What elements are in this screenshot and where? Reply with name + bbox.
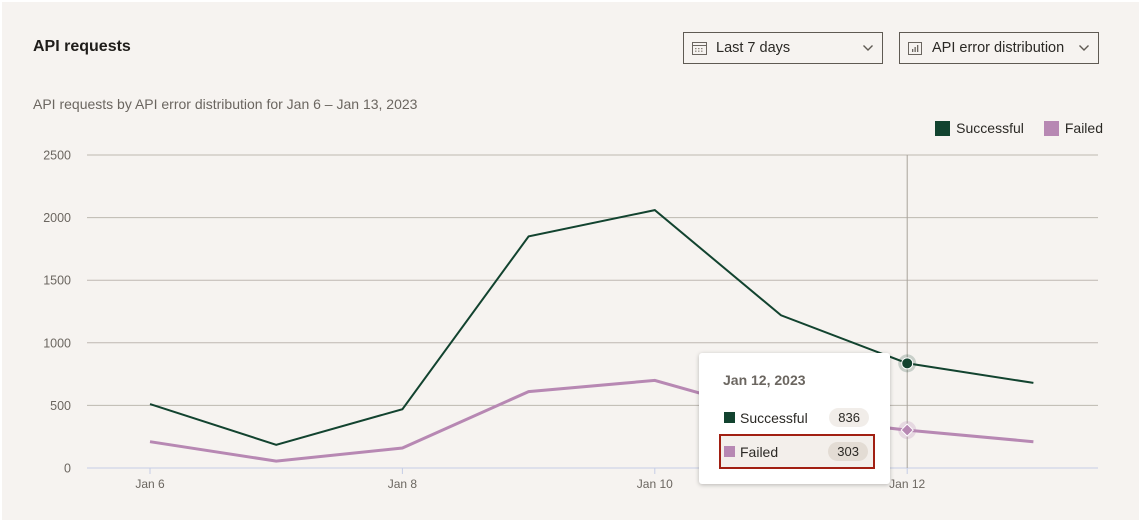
hover-markers bbox=[898, 354, 917, 440]
x-tick-label: Jan 6 bbox=[135, 477, 165, 491]
y-tick-label: 1500 bbox=[43, 274, 71, 288]
x-tick-label: Jan 8 bbox=[388, 477, 418, 491]
tooltip-value-successful: 836 bbox=[829, 408, 869, 427]
metric-label: API error distribution bbox=[932, 40, 1065, 56]
card-title: API requests bbox=[33, 38, 131, 55]
x-axis: Jan 6 Jan 8 Jan 10 Jan 12 bbox=[135, 468, 926, 491]
hover-point-successful bbox=[901, 357, 914, 370]
x-tick-label: Jan 10 bbox=[637, 477, 673, 491]
tooltip-swatch-failed bbox=[724, 446, 735, 457]
series-line-failed[interactable] bbox=[149, 378, 1034, 463]
chart-tooltip: Jan 12, 2023 Successful 836 Failed 303 bbox=[699, 353, 890, 484]
chart-gridlines bbox=[87, 154, 1098, 469]
legend-swatch-successful bbox=[935, 120, 951, 136]
legend-label-successful: Successful bbox=[956, 120, 1024, 136]
tooltip-swatch-successful bbox=[724, 412, 735, 423]
chevron-down-icon bbox=[1078, 44, 1090, 52]
y-axis: 0 500 1000 1500 2000 2500 bbox=[43, 149, 71, 476]
tooltip-label-successful: Successful bbox=[740, 409, 808, 426]
y-tick-label: 2500 bbox=[43, 149, 71, 163]
legend-label-failed: Failed bbox=[1064, 120, 1103, 136]
y-tick-label: 0 bbox=[64, 462, 71, 476]
bar-chart-icon bbox=[908, 41, 923, 55]
legend-swatch-failed bbox=[1043, 120, 1059, 136]
chart-subtitle: API requests by API error distribution f… bbox=[33, 96, 418, 112]
legend-item-failed[interactable]: Failed bbox=[1043, 120, 1103, 136]
chevron-down-icon bbox=[862, 44, 874, 52]
legend-item-successful[interactable]: Successful bbox=[935, 120, 1024, 136]
hover-point-failed bbox=[900, 423, 914, 437]
tooltip-date: Jan 12, 2023 bbox=[723, 372, 806, 388]
y-tick-label: 2000 bbox=[43, 211, 71, 225]
date-range-dropdown[interactable]: Last 7 days bbox=[683, 32, 883, 64]
chart-legend: Successful Failed bbox=[915, 120, 1103, 136]
date-range-label: Last 7 days bbox=[716, 40, 791, 56]
calendar-icon bbox=[692, 41, 707, 55]
x-tick-label: Jan 12 bbox=[889, 477, 925, 491]
tooltip-row-failed: Failed 303 bbox=[719, 434, 875, 469]
y-tick-label: 1000 bbox=[43, 336, 71, 350]
metric-dropdown[interactable]: API error distribution bbox=[899, 32, 1099, 64]
tooltip-label-failed: Failed bbox=[740, 443, 779, 460]
tooltip-row-successful: Successful 836 bbox=[719, 400, 875, 435]
tooltip-value-failed: 303 bbox=[828, 442, 868, 461]
series-line-successful[interactable] bbox=[149, 209, 1034, 446]
y-tick-label: 500 bbox=[50, 399, 71, 413]
